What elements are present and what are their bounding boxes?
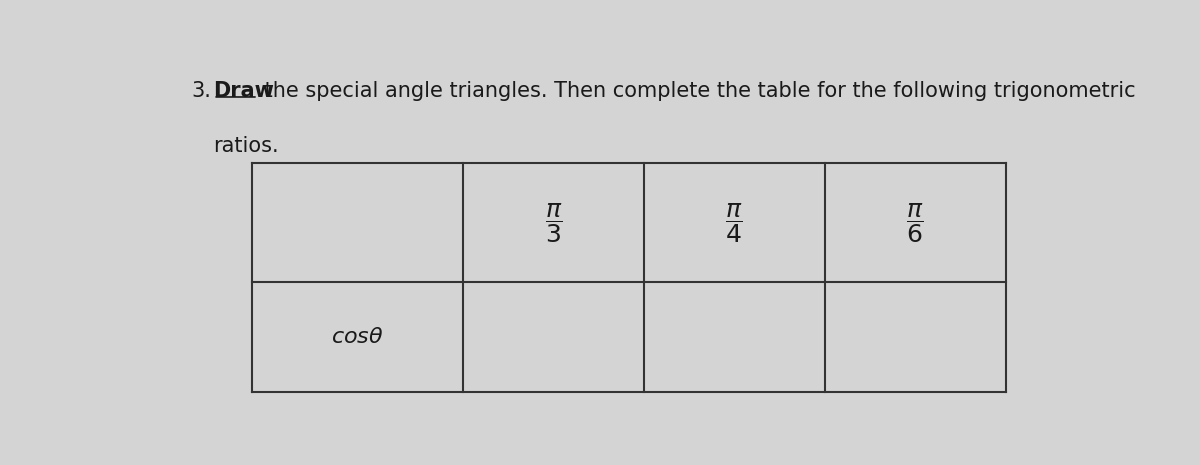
Text: the special angle triangles. Then complete the table for the following trigonome: the special angle triangles. Then comple…: [258, 81, 1135, 101]
Text: ratios.: ratios.: [214, 136, 278, 156]
Text: $\dfrac{\pi}{6}$: $\dfrac{\pi}{6}$: [906, 201, 924, 245]
Text: $\dfrac{\pi}{3}$: $\dfrac{\pi}{3}$: [545, 201, 563, 245]
Text: 3.: 3.: [192, 81, 211, 101]
Text: $cos\theta$: $cos\theta$: [331, 326, 384, 348]
Text: Draw: Draw: [214, 81, 274, 101]
Text: $\dfrac{\pi}{4}$: $\dfrac{\pi}{4}$: [726, 201, 743, 245]
